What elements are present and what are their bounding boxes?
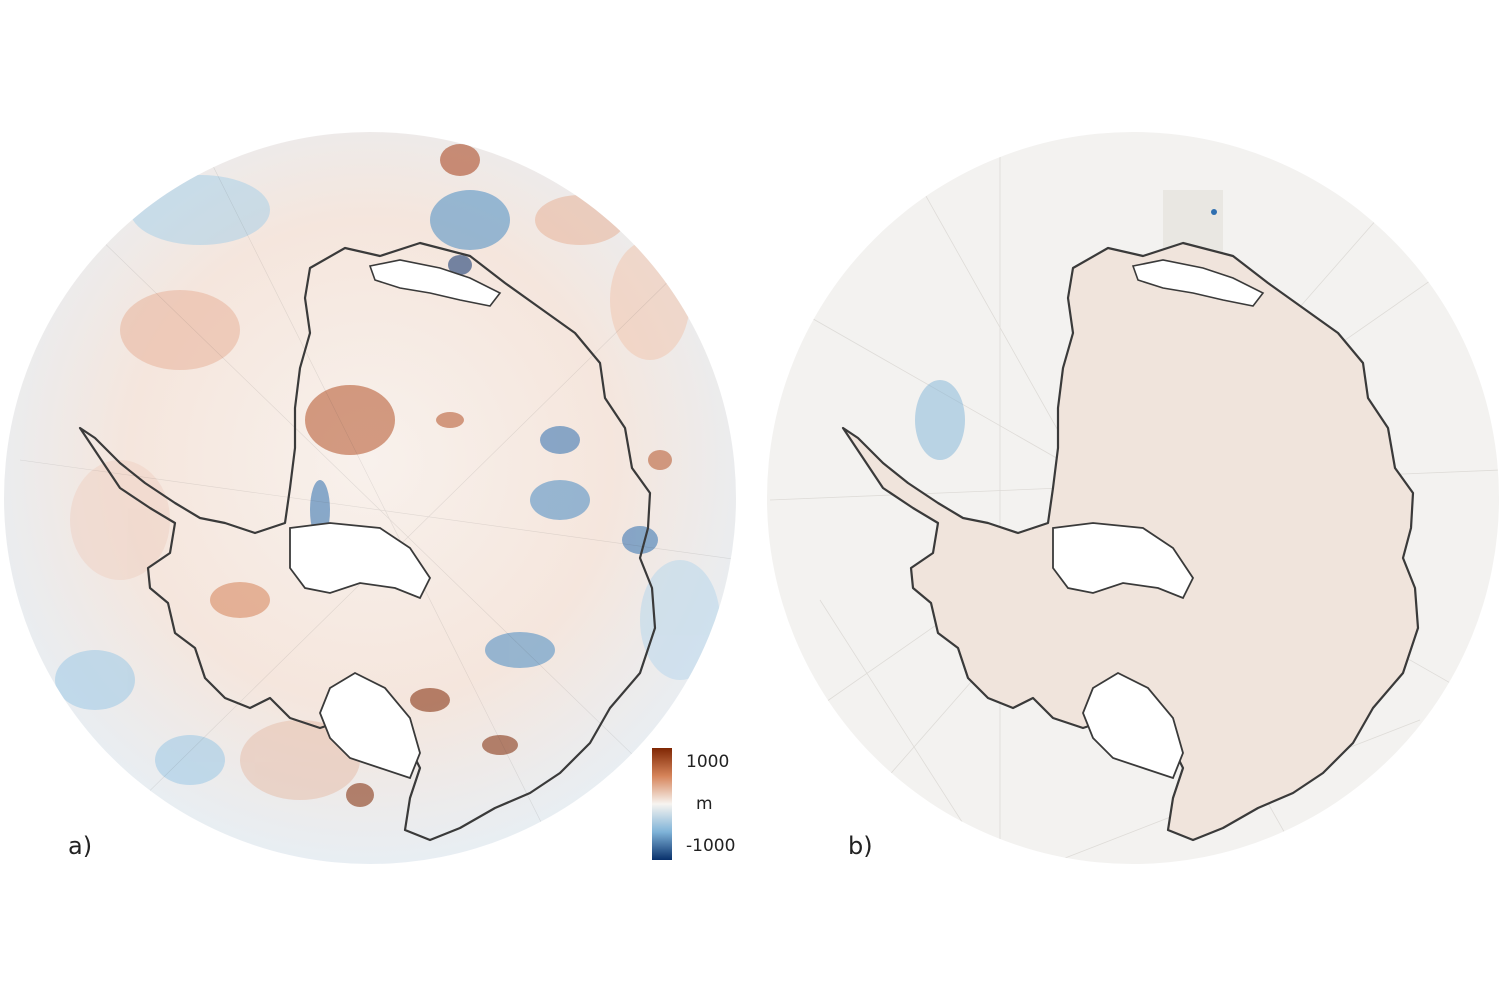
panel-label-b: b) (848, 832, 873, 860)
colorbar-min-label: -1000 (686, 836, 736, 856)
anomaly-field-a (19, 139, 736, 861)
colorbar-max-label: 1000 (686, 752, 730, 772)
panel-label-a: a) (68, 832, 93, 860)
map-panel-b (767, 132, 1499, 864)
map-panel-a (4, 132, 736, 864)
colorbar-unit-label: m (696, 794, 713, 814)
colorbar (652, 748, 672, 860)
colorbar-legend: 1000 m -1000 (652, 748, 762, 863)
